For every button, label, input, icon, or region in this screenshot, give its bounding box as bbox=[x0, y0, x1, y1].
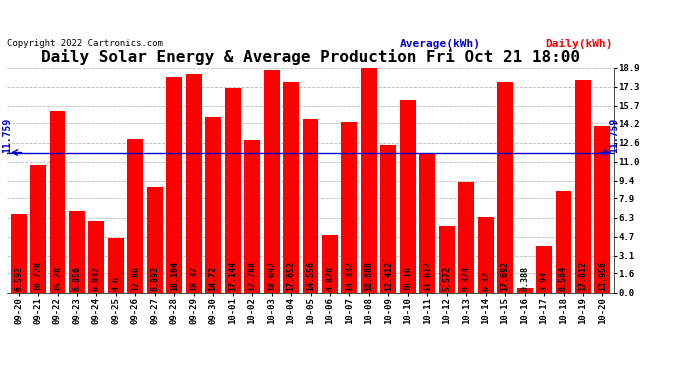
Text: 11.759: 11.759 bbox=[2, 117, 12, 153]
Text: 15.28: 15.28 bbox=[53, 266, 62, 291]
Bar bbox=[264, 70, 279, 292]
Text: 17.144: 17.144 bbox=[228, 261, 237, 291]
Text: 18.888: 18.888 bbox=[364, 261, 373, 291]
Text: 6.32: 6.32 bbox=[481, 271, 490, 291]
Text: 18.104: 18.104 bbox=[170, 261, 179, 291]
Bar bbox=[128, 140, 144, 292]
Text: 12.788: 12.788 bbox=[248, 261, 257, 291]
Bar bbox=[88, 221, 104, 292]
Bar bbox=[477, 217, 493, 292]
Bar bbox=[595, 126, 611, 292]
Text: 4.6: 4.6 bbox=[111, 276, 120, 291]
Bar bbox=[147, 187, 163, 292]
Text: 11.759: 11.759 bbox=[609, 117, 619, 153]
Text: 4.828: 4.828 bbox=[326, 266, 335, 291]
Bar bbox=[108, 238, 124, 292]
Bar bbox=[166, 77, 182, 292]
Text: Daily(kWh): Daily(kWh) bbox=[545, 39, 613, 50]
Bar bbox=[497, 82, 513, 292]
Bar bbox=[283, 82, 299, 292]
Text: 6.032: 6.032 bbox=[92, 266, 101, 291]
Text: 16.16: 16.16 bbox=[404, 266, 413, 291]
Bar bbox=[302, 119, 319, 292]
Text: 18.692: 18.692 bbox=[267, 261, 276, 291]
Text: 14.332: 14.332 bbox=[345, 261, 354, 291]
Bar bbox=[69, 211, 85, 292]
Text: 9.324: 9.324 bbox=[462, 266, 471, 291]
Text: 5.572: 5.572 bbox=[442, 266, 451, 291]
Text: 12.86: 12.86 bbox=[131, 266, 140, 291]
Text: 11.612: 11.612 bbox=[423, 261, 432, 291]
Bar bbox=[575, 81, 591, 292]
Text: Copyright 2022 Cartronics.com: Copyright 2022 Cartronics.com bbox=[7, 39, 163, 48]
Bar bbox=[342, 122, 357, 292]
Text: 14.72: 14.72 bbox=[208, 266, 217, 291]
Text: 8.892: 8.892 bbox=[150, 266, 159, 291]
Bar bbox=[322, 235, 338, 292]
Bar bbox=[361, 68, 377, 292]
Bar bbox=[536, 246, 552, 292]
Bar bbox=[439, 226, 455, 292]
Bar bbox=[225, 88, 241, 292]
Text: 14.556: 14.556 bbox=[306, 261, 315, 291]
Text: 17.652: 17.652 bbox=[286, 261, 295, 291]
Text: 12.412: 12.412 bbox=[384, 261, 393, 291]
Bar bbox=[380, 145, 396, 292]
Bar bbox=[50, 111, 66, 292]
Text: 10.728: 10.728 bbox=[34, 261, 43, 291]
Text: 3.94: 3.94 bbox=[540, 271, 549, 291]
Bar bbox=[555, 190, 571, 292]
Bar bbox=[517, 288, 533, 292]
Bar bbox=[30, 165, 46, 292]
Bar bbox=[186, 74, 201, 292]
Title: Daily Solar Energy & Average Production Fri Oct 21 18:00: Daily Solar Energy & Average Production … bbox=[41, 49, 580, 65]
Bar bbox=[458, 182, 474, 292]
Bar bbox=[205, 117, 221, 292]
Bar bbox=[400, 100, 416, 292]
Bar bbox=[244, 140, 260, 292]
Text: 17.812: 17.812 bbox=[578, 261, 587, 291]
Bar bbox=[420, 154, 435, 292]
Text: 6.592: 6.592 bbox=[14, 266, 23, 291]
Text: 18.32: 18.32 bbox=[189, 266, 198, 291]
Text: 8.564: 8.564 bbox=[559, 266, 568, 291]
Text: 17.692: 17.692 bbox=[501, 261, 510, 291]
Text: 0.388: 0.388 bbox=[520, 266, 529, 291]
Text: 6.856: 6.856 bbox=[72, 266, 81, 291]
Text: 13.956: 13.956 bbox=[598, 261, 607, 291]
Bar bbox=[10, 214, 26, 292]
Text: Average(kWh): Average(kWh) bbox=[400, 39, 481, 50]
